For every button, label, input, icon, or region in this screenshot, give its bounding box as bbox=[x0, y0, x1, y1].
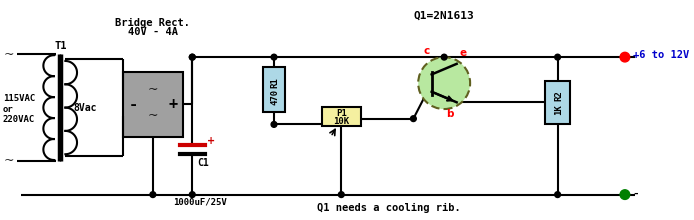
Text: C1: C1 bbox=[197, 158, 209, 168]
FancyBboxPatch shape bbox=[322, 107, 360, 126]
Text: ~: ~ bbox=[4, 154, 15, 167]
Circle shape bbox=[620, 52, 629, 62]
Text: R2: R2 bbox=[554, 91, 563, 101]
Circle shape bbox=[189, 54, 195, 60]
Text: 115VAC
or
220VAC: 115VAC or 220VAC bbox=[3, 94, 35, 124]
Circle shape bbox=[189, 192, 195, 198]
FancyBboxPatch shape bbox=[264, 67, 285, 112]
Circle shape bbox=[620, 190, 629, 199]
Text: c: c bbox=[424, 46, 430, 56]
Text: +6 to 12V: +6 to 12V bbox=[633, 50, 689, 60]
Circle shape bbox=[271, 121, 277, 127]
Circle shape bbox=[189, 54, 195, 60]
Text: -: - bbox=[633, 189, 639, 199]
Circle shape bbox=[271, 54, 277, 60]
Text: ~: ~ bbox=[4, 48, 15, 61]
Text: b: b bbox=[446, 109, 454, 119]
Text: -: - bbox=[129, 97, 138, 112]
Circle shape bbox=[339, 192, 344, 198]
Text: 10K: 10K bbox=[333, 117, 349, 126]
Circle shape bbox=[555, 54, 561, 60]
Text: R1: R1 bbox=[271, 77, 280, 88]
Text: Bridge Rect.: Bridge Rect. bbox=[115, 18, 190, 29]
Text: Q1=2N1613: Q1=2N1613 bbox=[414, 11, 475, 21]
Circle shape bbox=[150, 192, 155, 198]
FancyBboxPatch shape bbox=[545, 81, 570, 125]
Text: ~: ~ bbox=[148, 83, 158, 96]
Text: +: + bbox=[169, 97, 178, 112]
Text: 470: 470 bbox=[271, 89, 280, 105]
Text: P1: P1 bbox=[336, 109, 347, 118]
Text: ~: ~ bbox=[148, 110, 158, 123]
Text: 1K: 1K bbox=[554, 104, 563, 115]
Text: 1000uF/25V: 1000uF/25V bbox=[173, 198, 227, 207]
Circle shape bbox=[411, 116, 416, 121]
Circle shape bbox=[441, 54, 447, 60]
Text: T1: T1 bbox=[54, 40, 67, 51]
Text: e: e bbox=[460, 48, 467, 58]
FancyBboxPatch shape bbox=[123, 72, 183, 137]
Text: +: + bbox=[207, 136, 215, 146]
Text: 40V - 4A: 40V - 4A bbox=[128, 27, 178, 37]
Circle shape bbox=[555, 192, 561, 198]
Circle shape bbox=[418, 57, 470, 109]
Text: Q1 needs a cooling rib.: Q1 needs a cooling rib. bbox=[317, 203, 461, 213]
Text: 8Vac: 8Vac bbox=[73, 103, 96, 113]
